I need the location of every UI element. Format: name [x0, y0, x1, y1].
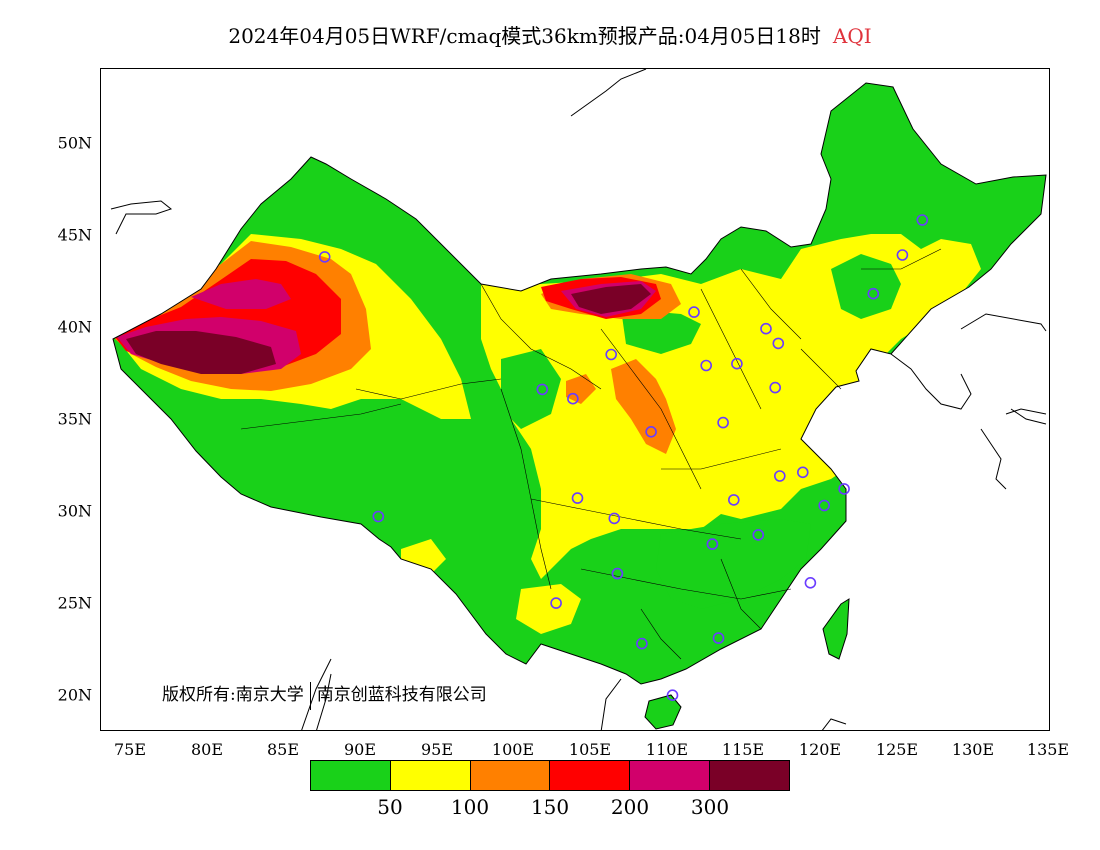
lon-label-95e: 95E [420, 740, 454, 759]
lon-label-135e: 135E [1026, 740, 1070, 759]
station-marker [611, 567, 624, 580]
station-marker [536, 383, 549, 396]
station-marker [567, 392, 579, 405]
legend-swatch-good [311, 761, 391, 790]
station-marker [608, 512, 621, 525]
station-marker [712, 632, 725, 644]
station-markers [318, 214, 929, 702]
station-marker [772, 337, 785, 350]
lat-label-35n: 35N [57, 409, 92, 429]
station-marker [571, 492, 584, 504]
aqi-field-maroon-north [571, 284, 651, 314]
legend-swatch-unhealthy [550, 761, 631, 790]
station-marker [688, 306, 700, 318]
aqi-field-green-qinghai [501, 349, 561, 429]
station-marker [896, 249, 909, 261]
station-marker [666, 689, 679, 702]
province-boundaries [240, 248, 942, 660]
legend-label-50: 50 [377, 795, 403, 819]
copyright-notice: 版权所有:南京大学 南京创蓝科技有限公司 [162, 680, 487, 710]
station-marker [550, 597, 562, 609]
aqi-field-maroon-west [126, 331, 276, 374]
lon-label-75e: 75E [113, 740, 147, 759]
title-text: 2024年04月05日WRF/cmaq模式36km预报产品:04月05日18时 [228, 24, 821, 48]
aqi-field-green-southeast [656, 519, 811, 609]
lon-label-90e: 90E [343, 740, 377, 759]
lat-label-25n: 25N [57, 593, 92, 613]
aqi-field-orange-gansu [566, 374, 596, 404]
map-title: 2024年04月05日WRF/cmaq模式36km预报产品:04月05日18时 A… [0, 20, 1100, 49]
lon-label-115e: 115E [721, 740, 765, 759]
neighbor-coastlines [110, 69, 1047, 730]
station-marker [752, 529, 765, 541]
legend-label-200: 200 [610, 795, 650, 819]
lon-label-125e: 125E [875, 740, 919, 759]
aqi-field-green-northeast [831, 254, 901, 319]
legend-swatch-usg [470, 761, 551, 790]
station-marker [838, 483, 850, 495]
legend-label-150: 150 [530, 795, 570, 819]
taiwan-island [822, 598, 850, 660]
station-marker [645, 425, 657, 438]
station-marker [804, 576, 817, 589]
lat-label-30n: 30N [57, 501, 92, 521]
lon-label-105e: 105E [568, 740, 612, 759]
copyright-company: 南京创蓝科技有限公司 [316, 685, 487, 705]
lon-label-120e: 120E [798, 740, 842, 759]
lat-label-45n: 45N [57, 225, 92, 245]
station-marker [318, 251, 331, 263]
lon-label-85e: 85E [266, 740, 300, 759]
lat-label-40n: 40N [57, 317, 92, 337]
station-marker [796, 466, 809, 479]
hainan-island [644, 694, 682, 730]
aqi-field-yellow-yunnan [516, 584, 581, 634]
station-marker [731, 357, 743, 370]
lon-label-130e: 130E [951, 740, 995, 759]
legend-swatch-hazardous [710, 761, 789, 790]
station-marker [773, 470, 786, 482]
legend-swatch-very-unhealthy [630, 761, 711, 790]
aqi-field-orange-loess [611, 359, 676, 454]
station-marker [769, 381, 782, 394]
aqi-fields [113, 234, 981, 634]
legend-label-300: 300 [690, 795, 730, 819]
station-marker [372, 510, 385, 523]
variable-label: AQI [832, 24, 872, 48]
map-frame [100, 68, 1050, 731]
legend-swatch-moderate [390, 761, 471, 790]
station-marker [700, 359, 713, 372]
copyright-owner: 版权所有:南京大学 [162, 685, 304, 705]
aqi-field-purple-west-upper [191, 279, 291, 309]
station-marker [867, 287, 880, 300]
lon-label-80e: 80E [190, 740, 224, 759]
station-marker [760, 322, 772, 335]
lon-label-100e: 100E [491, 740, 535, 759]
station-marker [605, 348, 618, 361]
station-marker [636, 637, 648, 650]
aqi-map [110, 69, 1047, 730]
lat-label-50n: 50N [57, 133, 92, 153]
station-marker [916, 214, 929, 226]
copyright-separator [309, 681, 311, 710]
station-marker [727, 494, 740, 506]
aqi-field-yellow-north-china [481, 234, 981, 579]
aqi-legend [310, 760, 790, 791]
aqi-field-green-inner-mongolia [621, 309, 701, 354]
lat-label-20n: 20N [57, 685, 92, 705]
station-marker [706, 538, 719, 550]
station-marker [717, 416, 729, 429]
lon-label-110e: 110E [645, 740, 689, 759]
station-marker [818, 499, 831, 512]
legend-label-100: 100 [450, 795, 490, 819]
